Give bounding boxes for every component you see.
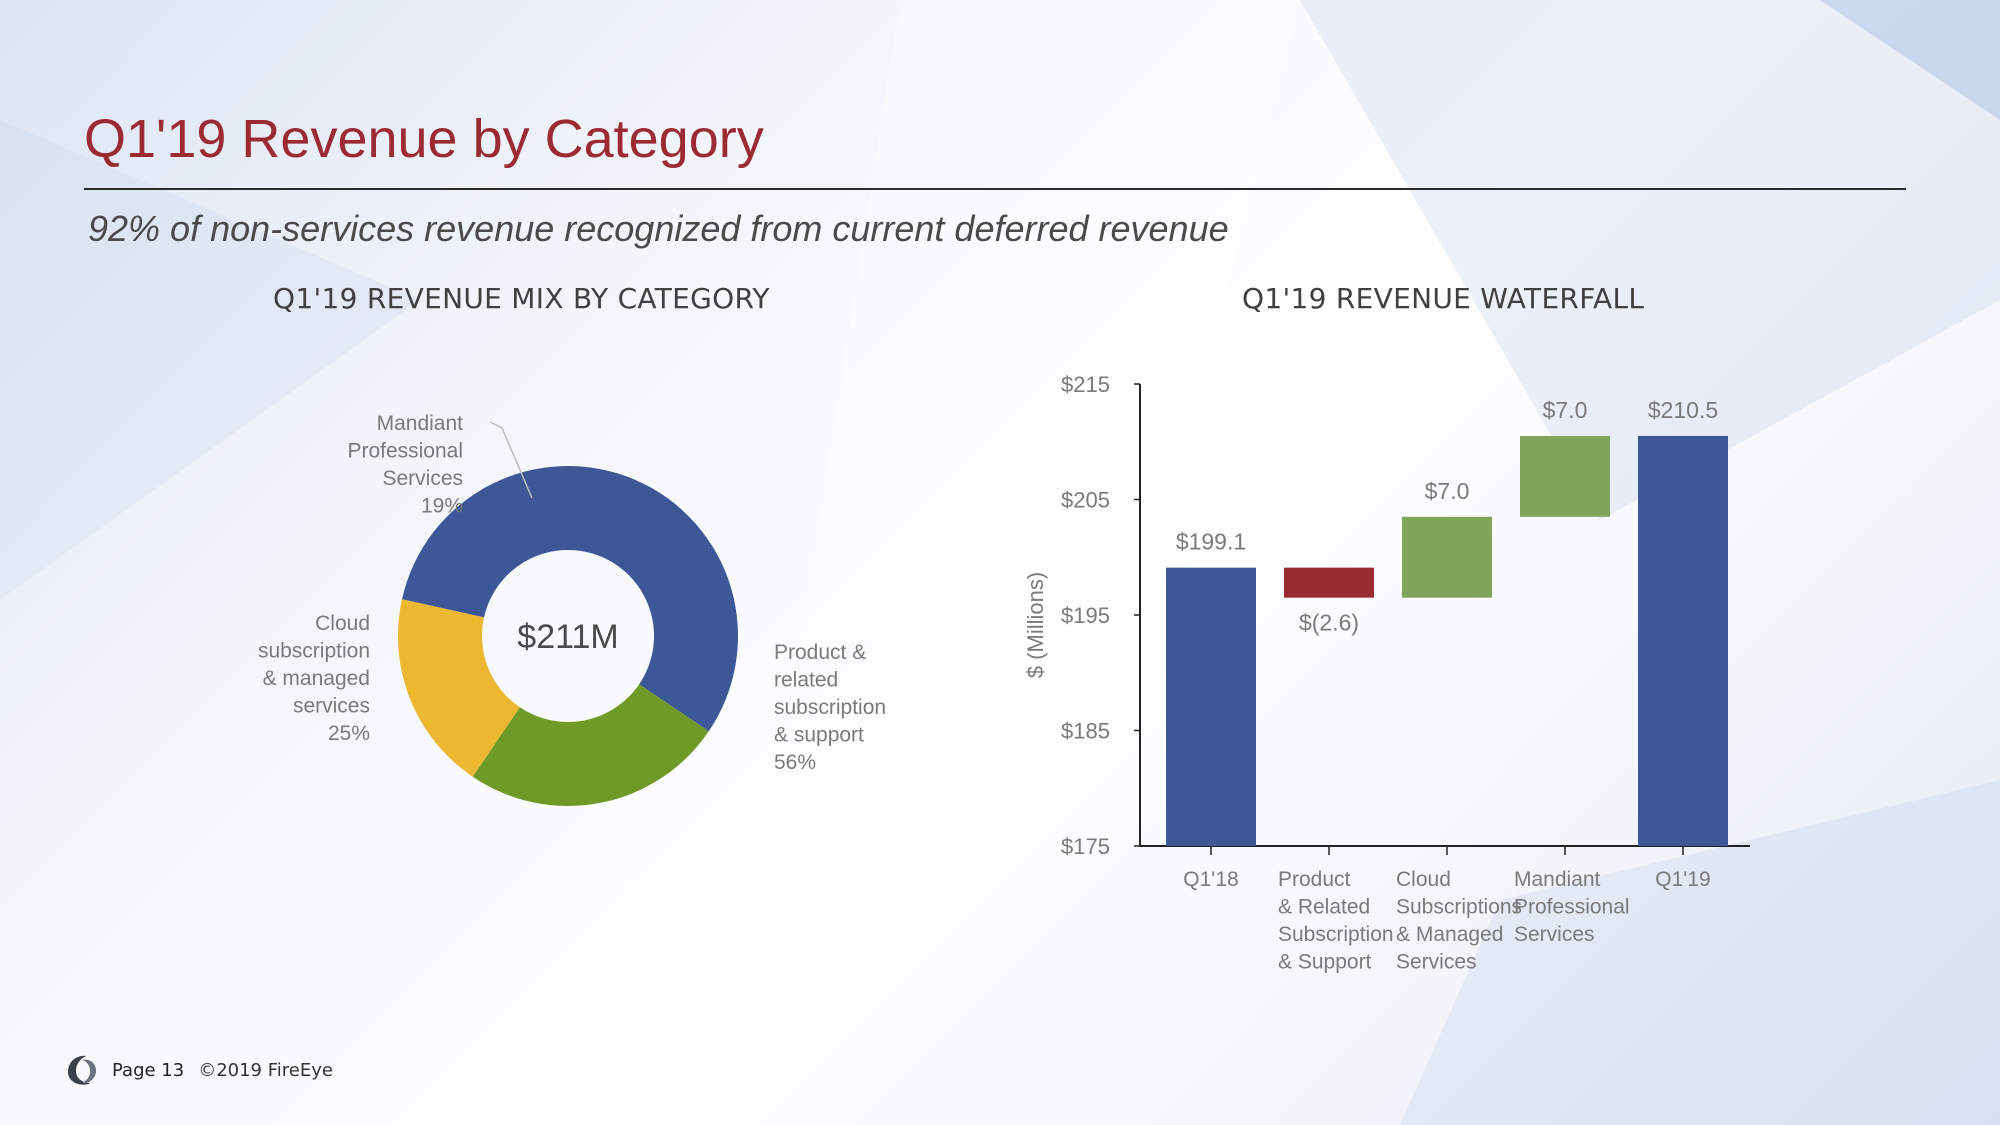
copyright: ©2019 FireEye xyxy=(198,1059,333,1081)
donut-slice-label-1: Cloud subscription & managed services 25% xyxy=(258,612,370,745)
revenue-mix-donut-chart: Product & related subscription & support 56%… xyxy=(258,412,886,806)
y-axis-label: $ (Millions) xyxy=(1023,572,1048,678)
y-tick-label-4: $175 xyxy=(1061,834,1110,859)
donut-leader-line xyxy=(489,421,533,499)
waterfall-value-label-2: $7.0 xyxy=(1425,478,1470,504)
donut-center-label: $211M xyxy=(517,618,618,656)
fireeye-logo-icon xyxy=(68,1055,97,1085)
y-tick-label-2: $195 xyxy=(1061,603,1110,628)
donut-slice-2 xyxy=(398,599,520,777)
waterfall-bar-1 xyxy=(1284,567,1374,598)
waterfall-bar-0 xyxy=(1166,567,1256,846)
donut-slice-label-0: Product & related subscription & support 56% xyxy=(774,641,886,774)
slide-subtitle: 92% of non-services revenue recognized f… xyxy=(88,208,1229,249)
x-category-label-0: Q1'18 xyxy=(1183,868,1238,891)
waterfall-value-label-4: $210.5 xyxy=(1648,397,1718,423)
donut-chart-title: Q1'19 REVENUE MIX BY CATEGORY xyxy=(273,282,770,315)
y-tick-label-1: $205 xyxy=(1061,488,1110,513)
page-number: Page 13 xyxy=(112,1059,185,1081)
x-category-label-3: Mandiant Professional Services xyxy=(1514,868,1630,946)
donut-slice-1 xyxy=(472,684,709,806)
footer: Page 13 ©2019 FireEye xyxy=(64,1052,333,1088)
waterfall-value-label-3: $7.0 xyxy=(1543,397,1588,423)
revenue-waterfall-chart: $215 $205 $195 $185 $175 $ (Millions) $199.1 Q1… xyxy=(1023,372,1750,974)
x-category-label-4: Q1'19 xyxy=(1655,868,1710,891)
y-tick-label-0: $215 xyxy=(1061,372,1110,397)
waterfall-value-label-0: $199.1 xyxy=(1176,529,1246,555)
x-category-label-1: Product & Related Subscription & Support xyxy=(1278,868,1394,974)
y-tick-label-3: $185 xyxy=(1061,719,1110,744)
title-divider xyxy=(84,188,1906,190)
waterfall-bar-3 xyxy=(1520,435,1610,517)
waterfall-bar-2 xyxy=(1402,516,1492,598)
x-category-label-2: Cloud Subscriptions & Managed Services xyxy=(1396,868,1522,974)
waterfall-bar-4 xyxy=(1638,435,1728,846)
waterfall-value-label-1: $(2.6) xyxy=(1299,610,1359,636)
donut-slice-0 xyxy=(402,466,739,732)
donut-slice-label-2: Mandiant Professional Services 19% xyxy=(347,412,463,518)
waterfall-chart-title: Q1'19 REVENUE WATERFALL xyxy=(1242,282,1645,315)
slide-title: Q1'19 Revenue by Category xyxy=(84,109,764,169)
